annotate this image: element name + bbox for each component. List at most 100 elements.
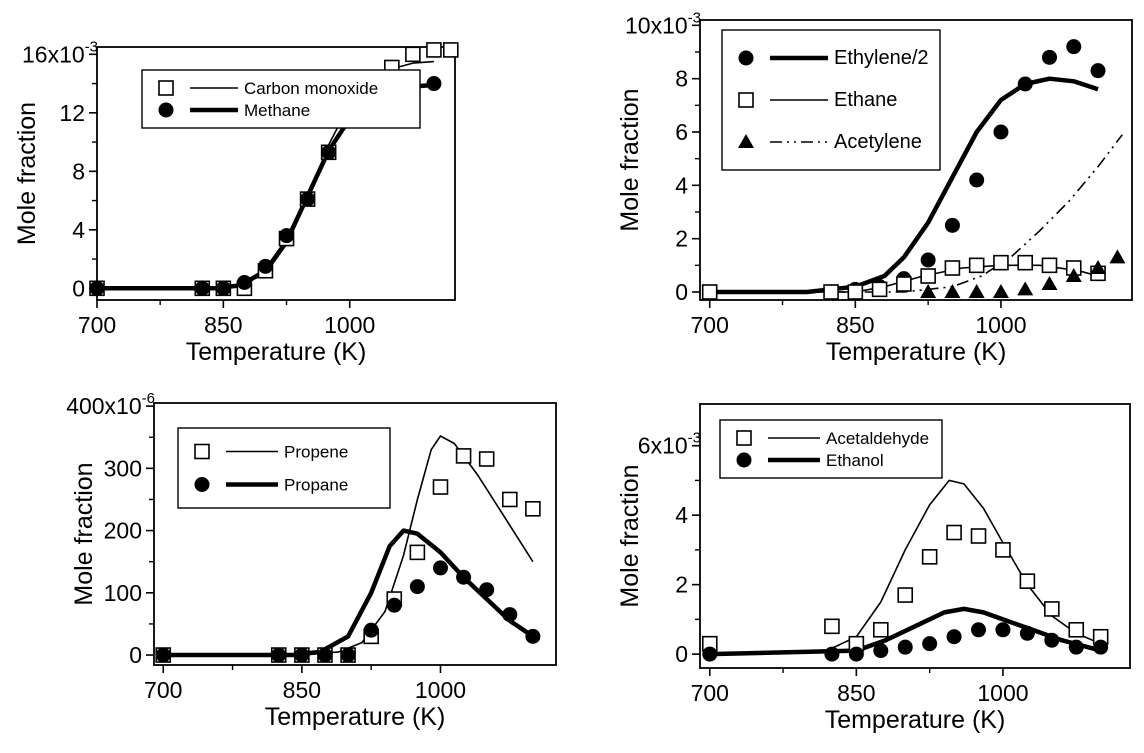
- legend-marker: [194, 443, 210, 460]
- data-point-series-2: [525, 628, 541, 644]
- data-point-series-1: [432, 479, 449, 495]
- plot-frame: [153, 402, 557, 666]
- data-point-series-2: [922, 636, 938, 652]
- y-tick-label: 8: [72, 158, 85, 184]
- data-point-series-2: [1019, 625, 1035, 641]
- data-point-series-1: [1066, 39, 1082, 55]
- chart-panel-2: 700 850 1000 0 2 4 6 8 10x10-3 Temperature (K) Mol…: [616, 9, 1133, 366]
- y-tick-label: 2: [675, 572, 688, 598]
- x-axis-label: Temperature (K): [186, 338, 367, 366]
- data-point-series-1: [1017, 76, 1033, 92]
- series-curve-2: [709, 264, 1099, 293]
- legend-label: Ethylene/2: [834, 47, 929, 69]
- series-curve-2: [709, 606, 1102, 657]
- series-curve-1: [709, 479, 1102, 655]
- legend-box: [721, 29, 941, 171]
- data-point-series-2: [1041, 257, 1058, 274]
- y-tick-label: 0: [675, 279, 688, 305]
- data-point-series-2: [409, 579, 425, 595]
- x-tick-label: 700: [144, 677, 182, 703]
- data-point-series-1: [969, 172, 985, 188]
- data-point-series-2: [1068, 639, 1084, 655]
- x-tick-label: 850: [204, 312, 242, 338]
- y-tick-label: 200: [104, 518, 142, 544]
- y-tick-label: 8: [675, 66, 688, 92]
- x-tick-label: 1000: [415, 677, 466, 703]
- data-point-series-2: [155, 647, 171, 663]
- y-tick-label: 100: [104, 580, 142, 606]
- plot-frame: [699, 19, 1133, 301]
- legend-label: Acetylene: [834, 131, 922, 153]
- y-tick-label: 2: [675, 226, 688, 252]
- data-point-series-2: [1093, 639, 1109, 655]
- data-point-series-2: [873, 643, 889, 659]
- data-point-series-1: [946, 524, 962, 541]
- series-curve-2: [163, 528, 535, 658]
- data-point-series-1: [409, 544, 426, 561]
- y-exponent: -6: [142, 390, 155, 407]
- data-point-series-2: [271, 647, 287, 663]
- x-tick-label: 700: [691, 680, 729, 706]
- legend-box: [719, 419, 943, 479]
- y-tick-label: 4: [675, 172, 688, 198]
- data-point-series-1: [1068, 621, 1085, 638]
- data-point-series-1: [921, 549, 938, 565]
- y-tick-label: 4: [675, 502, 688, 528]
- series-curve-1: [163, 435, 534, 656]
- data-point-series-1: [1019, 573, 1036, 589]
- y-tick-label: 6: [675, 119, 688, 145]
- x-tick-label: 850: [837, 680, 875, 706]
- chart-panel-1: 700 850 1000 0 4 8 12 16x10-3 Temperature (K) Mol…: [13, 38, 459, 366]
- y-exponent: -3: [688, 9, 701, 26]
- data-point-series-2: [944, 260, 961, 276]
- data-point-series-1: [405, 46, 421, 63]
- legend-marker: [738, 50, 754, 66]
- data-point-series-2: [194, 280, 210, 296]
- data-point-series-2: [426, 76, 442, 92]
- data-point-series-2: [968, 257, 985, 274]
- data-point-series-2: [897, 639, 913, 655]
- data-point-series-2: [236, 274, 252, 290]
- data-point-series-2: [456, 569, 472, 585]
- y-tick-label: 16x10-3: [22, 38, 98, 67]
- data-point-series-2: [502, 607, 518, 623]
- data-point-series-2: [1044, 632, 1060, 648]
- data-point-series-1: [455, 448, 472, 464]
- data-point-series-2: [321, 144, 337, 160]
- data-point-series-1: [1044, 601, 1060, 617]
- data-point-series-1: [995, 542, 1011, 558]
- y-axis-label: Mole fraction: [616, 464, 644, 607]
- data-point-series-2: [995, 622, 1011, 638]
- data-point-series-1: [501, 491, 518, 508]
- data-point-series-2: [701, 284, 718, 300]
- data-point-series-3: [920, 284, 937, 298]
- plot-frame: [96, 46, 456, 301]
- data-point-series-2: [871, 281, 888, 298]
- data-point-series-2: [920, 268, 936, 284]
- data-point-series-2: [257, 258, 273, 274]
- y-axis-label: Mole fraction: [616, 88, 644, 231]
- legend-box: [177, 427, 391, 509]
- data-point-series-3: [1065, 268, 1082, 282]
- legend-marker: [736, 452, 752, 468]
- legend-box: [141, 69, 421, 129]
- data-point-series-1: [993, 124, 1009, 140]
- data-point-series-1: [944, 217, 960, 233]
- data-point-series-3: [1041, 276, 1058, 290]
- data-point-series-1: [920, 252, 936, 268]
- data-point-series-2: [479, 582, 495, 598]
- legend-label: Ethanol: [826, 451, 884, 470]
- legend-marker: [158, 102, 174, 118]
- data-point-series-1: [442, 42, 459, 58]
- data-point-series-1: [872, 621, 889, 638]
- y-axis-label: Mole fraction: [70, 462, 98, 605]
- data-point-series-1: [1041, 49, 1057, 65]
- x-tick-label: 1000: [975, 312, 1026, 338]
- data-point-series-2: [340, 647, 356, 663]
- data-point-series-2: [363, 622, 379, 638]
- data-point-series-1: [824, 618, 840, 635]
- data-point-series-2: [702, 646, 718, 662]
- data-point-series-1: [426, 42, 442, 58]
- y-tick-label: 10x10-3: [625, 9, 701, 38]
